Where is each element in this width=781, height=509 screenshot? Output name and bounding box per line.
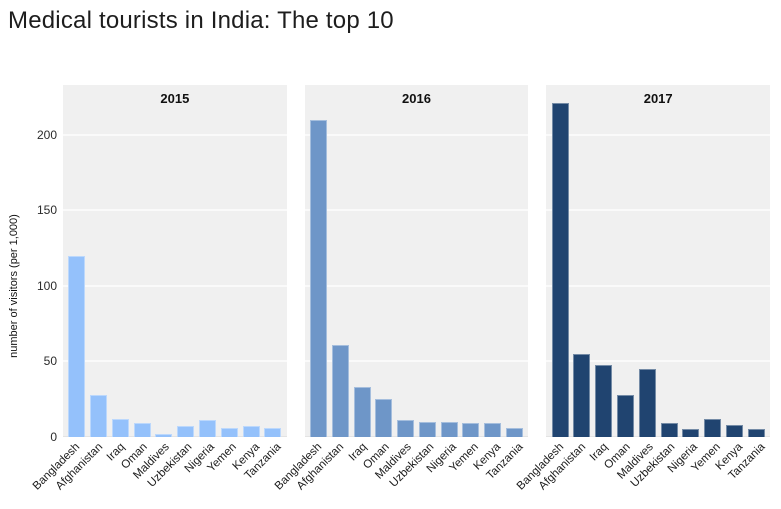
bar-2016-Oman xyxy=(375,399,393,437)
bar-2017-Iraq xyxy=(595,364,613,437)
bar-2017-Maldives xyxy=(638,369,656,437)
bar-2017-Kenya xyxy=(725,424,743,437)
bar-2017-Tanzania xyxy=(747,429,765,437)
bars-group xyxy=(63,85,287,437)
bar-2015-Bangladesh xyxy=(68,255,86,437)
y-tick-label: 150 xyxy=(36,203,57,218)
gridline xyxy=(546,209,771,212)
facet-label: 2015 xyxy=(160,91,190,106)
bar-2016-Kenya xyxy=(484,423,502,437)
bar-2017-Afghanistan xyxy=(573,353,591,437)
bar-2015-Uzbekistan xyxy=(177,426,195,437)
bar-2015-Maldives xyxy=(155,433,173,437)
bar-2016-Maldives xyxy=(397,420,415,437)
bar-2017-Uzbekistan xyxy=(660,423,678,437)
bar-2016-Yemen xyxy=(462,423,480,437)
gridline xyxy=(304,209,529,212)
bar-2016-Uzbekistan xyxy=(418,421,436,437)
bars-group xyxy=(546,85,770,437)
bars-group xyxy=(305,85,529,437)
gridline xyxy=(63,284,287,287)
facet-label: 2016 xyxy=(402,91,431,106)
y-axis-title: number of visitors (per 1,000) xyxy=(8,214,20,358)
bar-2015-Nigeria xyxy=(198,420,216,437)
bar-2017-Bangladesh xyxy=(551,103,569,437)
x-axis-labels: Bangladesh Afghanistan Iraq Oman Maldives Uzb… xyxy=(273,437,529,509)
gridline xyxy=(546,133,771,136)
bar-2017-Oman xyxy=(617,394,635,437)
gridline xyxy=(546,360,771,363)
gridline xyxy=(304,284,529,287)
gridline xyxy=(63,209,287,212)
bar-2015-Oman xyxy=(133,423,151,437)
y-tick-label: 50 xyxy=(43,354,57,369)
gridline xyxy=(546,284,771,287)
gridline xyxy=(63,360,287,363)
bar-2017-Yemen xyxy=(704,418,722,437)
bar-2015-Kenya xyxy=(242,426,260,437)
y-tick-label: 200 xyxy=(36,127,57,142)
bar-2016-Tanzania xyxy=(505,427,523,437)
gridline xyxy=(304,360,529,363)
facet-panel-2016: 2016 Bangladesh Afghanistan Iraq Oman Maldive… xyxy=(273,85,529,492)
bar-2016-Nigeria xyxy=(440,421,458,437)
gridline xyxy=(63,133,287,136)
facet-panel-2017: 2017 Bangladesh Afghanistan Iraq Oman Maldive… xyxy=(515,85,771,492)
bar-2016-Afghanistan xyxy=(331,344,349,437)
bar-2015-Afghanistan xyxy=(90,394,108,437)
facet-panel-2015: 2015 Bangladesh Afghanistan Iraq Oman Maldive… xyxy=(31,85,287,492)
x-axis-labels: Bangladesh Afghanistan Iraq Oman Maldives Uzb… xyxy=(515,437,770,509)
bar-2017-Nigeria xyxy=(682,429,700,437)
y-tick-label: 100 xyxy=(36,278,57,293)
facet-label: 2017 xyxy=(643,91,673,106)
bar-2015-Tanzania xyxy=(264,427,282,437)
gridline xyxy=(304,133,529,136)
bar-2015-Iraq xyxy=(111,418,129,437)
chart-title: Medical tourists in India: The top 10 xyxy=(8,7,394,34)
bar-2015-Yemen xyxy=(220,427,238,437)
bar-2016-Bangladesh xyxy=(310,119,328,437)
facet-panels: 2015 Bangladesh Afghanistan Iraq Oman Maldive… xyxy=(31,85,771,492)
y-tick-label: 0 xyxy=(50,430,57,444)
bar-2016-Iraq xyxy=(353,387,371,437)
x-axis-labels: Bangladesh Afghanistan Iraq Oman Maldives Uzb… xyxy=(31,437,287,509)
